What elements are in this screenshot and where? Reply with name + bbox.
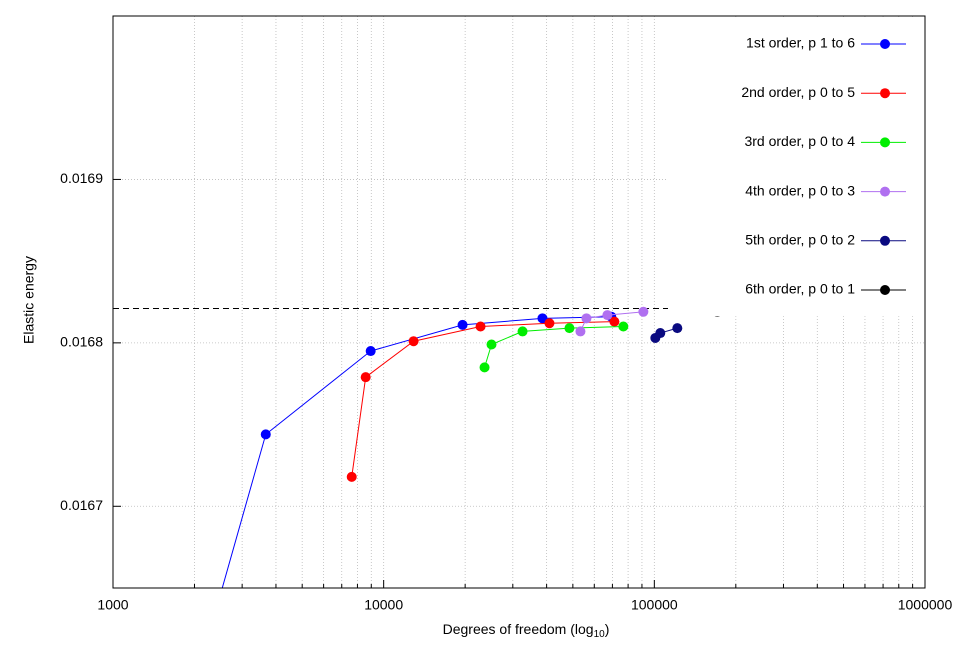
legend-label: 1st order, p 1 to 6 — [746, 35, 855, 51]
data-point — [475, 321, 486, 332]
data-point — [537, 313, 548, 324]
legend-marker — [880, 39, 890, 49]
legend-label: 3rd order, p 0 to 4 — [744, 133, 855, 149]
data-point — [408, 336, 419, 347]
legend-background — [668, 17, 924, 317]
legend: 1st order, p 1 to 6 2nd order, p 0 to 5 3r… — [668, 17, 924, 317]
data-point — [365, 346, 376, 357]
data-point — [564, 323, 575, 334]
series-line — [484, 326, 624, 368]
legend-marker — [880, 137, 890, 148]
data-point — [457, 319, 468, 330]
data-point — [618, 321, 629, 332]
legend-marker — [880, 88, 890, 99]
x-label-text: Degrees of freedom (log — [443, 621, 594, 637]
legend-marker — [880, 235, 890, 246]
data-point — [544, 318, 555, 329]
data-point — [517, 326, 528, 337]
legend-label: 6th order, p 0 to 1 — [745, 281, 855, 297]
axes-frame — [112, 15, 926, 589]
data-point — [581, 313, 592, 324]
legend-marker — [880, 285, 890, 295]
y-tick-label: 0.0167 — [60, 497, 103, 513]
data-point — [260, 429, 271, 440]
y-tick-label: 0.0168 — [60, 334, 103, 350]
legend-label: 2nd order, p 0 to 5 — [741, 84, 855, 100]
series-line — [579, 311, 644, 332]
x-tick-label: 10000 — [364, 597, 403, 613]
data-point — [655, 328, 666, 339]
data-point — [346, 471, 357, 482]
data-point — [638, 306, 649, 317]
legend-label: 5th order, p 0 to 2 — [745, 232, 855, 248]
x-tick-label: 1000 — [97, 597, 128, 613]
x-tick-label: 1000000 — [898, 597, 953, 613]
data-point — [609, 316, 620, 327]
x-axis-label: Degrees of freedom (log10) — [443, 621, 610, 640]
data-point — [602, 310, 613, 321]
legend-label: 4th order, p 0 to 3 — [745, 182, 855, 198]
data-point — [360, 372, 371, 383]
data-point — [479, 362, 490, 373]
series-line — [351, 321, 615, 477]
data-point — [672, 323, 683, 334]
data-point — [575, 326, 586, 337]
x-label-text-end: ) — [605, 621, 610, 637]
legend-marker — [880, 186, 890, 197]
x-label-subscript: 10 — [594, 629, 606, 640]
data-point — [486, 339, 497, 350]
x-tick-label: 100000 — [631, 597, 678, 613]
y-tick-label: 0.0169 — [60, 170, 103, 186]
y-axis-label: Elastic energy — [21, 256, 37, 344]
